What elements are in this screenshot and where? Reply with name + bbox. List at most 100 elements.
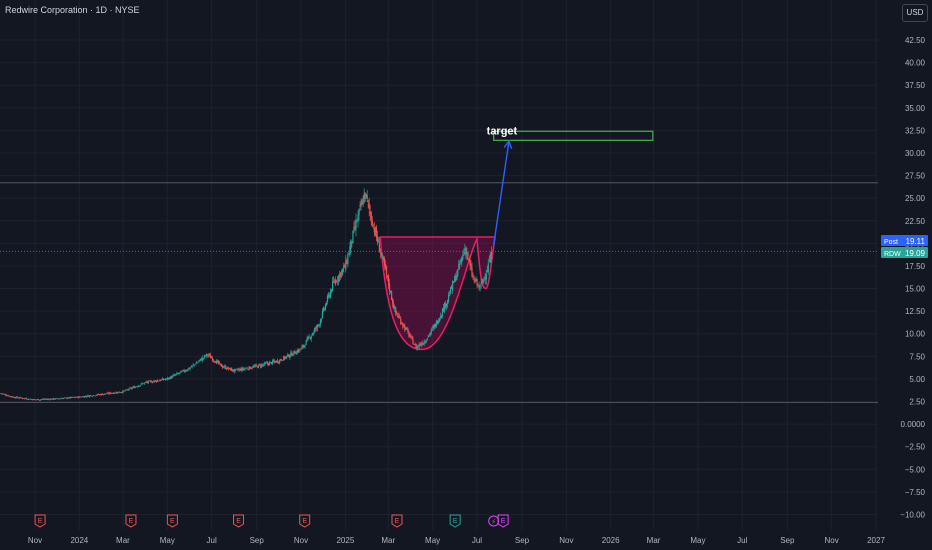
candle-body <box>349 246 351 256</box>
x-tick-label: Mar <box>647 536 661 545</box>
y-tick-label: 15.00 <box>905 285 926 294</box>
candle <box>391 290 393 301</box>
candle-body <box>446 299 449 305</box>
candle <box>265 360 268 364</box>
candle-body <box>123 390 125 392</box>
candle <box>236 368 238 370</box>
candle-body <box>463 252 465 254</box>
earnings-marker[interactable]: E <box>34 514 46 528</box>
candle <box>430 327 432 336</box>
candle <box>54 398 56 400</box>
candle-body <box>320 318 322 322</box>
candle <box>240 367 242 372</box>
candle-body <box>407 328 409 332</box>
candle-body <box>158 380 161 382</box>
candle <box>77 396 79 399</box>
candle <box>73 397 75 398</box>
candle-body <box>383 257 386 266</box>
candle-body <box>242 367 244 370</box>
candle <box>202 357 204 361</box>
candle-body <box>231 368 233 371</box>
earnings-marker[interactable]: E <box>497 514 509 528</box>
candle <box>220 363 222 367</box>
candle-body <box>321 311 324 319</box>
candle <box>384 260 387 271</box>
y-tick-label: −10.00 <box>900 510 925 519</box>
x-tick-label: 2024 <box>70 536 88 545</box>
candle-body <box>113 392 115 394</box>
candle-body <box>146 381 148 383</box>
earnings-marker-label: E <box>302 518 307 525</box>
candle <box>106 392 108 395</box>
candle-body <box>295 353 297 355</box>
candle <box>424 340 426 344</box>
candle <box>393 299 395 309</box>
candle <box>203 354 205 360</box>
candle-body <box>286 355 288 358</box>
candle-body <box>167 377 169 380</box>
candle <box>444 300 447 310</box>
candle-body <box>52 398 54 400</box>
candle-body <box>63 397 65 399</box>
candle <box>327 292 330 299</box>
earnings-marker[interactable]: ⚡ <box>488 515 500 527</box>
earnings-marker[interactable]: E <box>125 514 137 528</box>
earnings-marker[interactable]: E <box>233 514 245 528</box>
candle <box>419 342 421 347</box>
earnings-marker[interactable]: E <box>449 514 461 528</box>
candle-body <box>120 392 122 393</box>
earnings-marker[interactable]: E <box>391 514 403 528</box>
candle <box>484 272 486 285</box>
candle <box>464 243 466 256</box>
earnings-marker-shield <box>449 514 461 528</box>
candle <box>350 239 352 254</box>
candle-body <box>212 359 215 361</box>
candle <box>95 394 98 396</box>
candle <box>169 377 171 380</box>
candle-body <box>114 393 116 394</box>
candle-body <box>270 362 273 364</box>
candle <box>314 326 316 333</box>
candle <box>198 360 200 363</box>
candle <box>346 258 348 265</box>
candle <box>320 318 322 323</box>
candle-body <box>422 343 424 346</box>
candle <box>192 362 194 366</box>
candle-body <box>93 395 96 397</box>
candle-body <box>318 324 320 326</box>
candle <box>373 222 375 237</box>
candle-body <box>207 354 210 356</box>
candle <box>383 256 386 270</box>
earnings-marker[interactable]: E <box>299 514 311 528</box>
candle-body <box>391 291 393 300</box>
candle-body <box>59 398 61 400</box>
candle-body <box>249 366 251 369</box>
candle-body <box>39 399 42 401</box>
candle-body <box>222 366 224 368</box>
candle <box>136 386 138 388</box>
target-zone-box <box>493 130 654 141</box>
candle <box>483 276 485 282</box>
candle <box>165 377 167 381</box>
candle <box>300 347 302 350</box>
x-tick-label: 2026 <box>602 536 620 545</box>
candle-body <box>433 324 435 328</box>
candle <box>257 364 259 369</box>
candle-body <box>196 362 198 364</box>
candle <box>309 336 311 340</box>
candle <box>68 396 70 399</box>
earnings-marker[interactable]: E <box>166 514 178 528</box>
candle-body <box>340 272 342 277</box>
candle-body <box>58 398 60 400</box>
candle <box>486 265 488 273</box>
candle-body <box>29 399 31 400</box>
candle-body <box>104 393 106 395</box>
candle-body <box>169 377 171 379</box>
candle-body <box>336 281 338 282</box>
candle <box>197 360 199 363</box>
candle-body <box>449 295 451 296</box>
currency-button[interactable]: USD <box>902 4 928 22</box>
earnings-marker-label: E <box>453 518 458 525</box>
candle <box>278 361 280 365</box>
